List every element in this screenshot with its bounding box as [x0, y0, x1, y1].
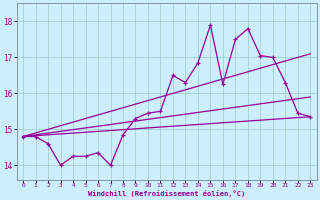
X-axis label: Windchill (Refroidissement éolien,°C): Windchill (Refroidissement éolien,°C) — [88, 190, 245, 197]
